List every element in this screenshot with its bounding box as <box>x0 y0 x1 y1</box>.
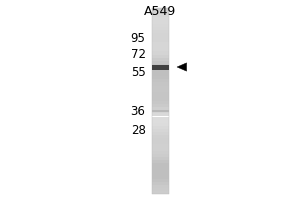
Bar <box>152 107 169 110</box>
Bar <box>152 110 169 113</box>
Bar <box>152 169 169 172</box>
Bar <box>152 113 169 116</box>
Bar <box>152 154 169 157</box>
Bar <box>152 51 169 54</box>
Bar <box>152 101 169 104</box>
Bar <box>152 163 169 166</box>
Bar <box>152 64 169 67</box>
Bar <box>152 48 169 51</box>
Bar <box>152 14 169 17</box>
Bar <box>152 23 169 27</box>
Bar <box>152 182 169 185</box>
Bar <box>152 148 169 151</box>
Bar <box>152 42 169 45</box>
Polygon shape <box>177 63 187 71</box>
Bar <box>152 138 169 141</box>
Bar <box>152 8 169 194</box>
Bar <box>152 54 169 58</box>
Bar <box>152 135 169 138</box>
Bar <box>152 178 169 182</box>
Text: 95: 95 <box>130 32 146 46</box>
Bar <box>152 95 169 98</box>
Bar <box>152 86 169 89</box>
Bar <box>152 70 169 73</box>
Bar <box>152 104 169 107</box>
Bar <box>152 89 169 92</box>
Bar <box>152 64 169 70</box>
Text: 36: 36 <box>130 105 146 118</box>
Bar <box>152 58 169 61</box>
Bar <box>152 175 169 178</box>
Text: 55: 55 <box>131 66 146 79</box>
Bar <box>152 123 169 126</box>
Bar <box>152 8 169 11</box>
Bar <box>152 116 169 120</box>
Bar <box>152 20 169 23</box>
Bar <box>152 17 169 20</box>
Bar <box>152 11 169 14</box>
Bar <box>152 191 169 194</box>
Bar <box>152 73 169 76</box>
Bar <box>152 132 169 135</box>
Bar <box>152 39 169 42</box>
Bar <box>152 36 169 39</box>
Bar <box>152 67 169 70</box>
Bar <box>152 27 169 30</box>
Bar <box>152 30 169 33</box>
Bar <box>152 45 169 48</box>
Bar <box>152 76 169 79</box>
Bar <box>152 110 169 112</box>
Bar <box>152 92 169 95</box>
Text: 28: 28 <box>130 123 146 136</box>
Bar <box>152 188 169 191</box>
Bar <box>152 126 169 129</box>
Bar <box>152 82 169 86</box>
Text: A549: A549 <box>144 5 177 18</box>
Bar <box>152 141 169 144</box>
Bar <box>152 79 169 82</box>
Bar <box>152 160 169 163</box>
Bar <box>152 129 169 132</box>
Bar <box>152 185 169 188</box>
Bar <box>152 166 169 169</box>
Bar <box>152 172 169 175</box>
Bar <box>152 151 169 154</box>
Bar <box>152 144 169 148</box>
Bar <box>152 120 169 123</box>
Text: 72: 72 <box>130 48 146 62</box>
Bar <box>152 61 169 64</box>
Bar <box>152 98 169 101</box>
Bar <box>152 157 169 160</box>
Bar <box>152 33 169 36</box>
